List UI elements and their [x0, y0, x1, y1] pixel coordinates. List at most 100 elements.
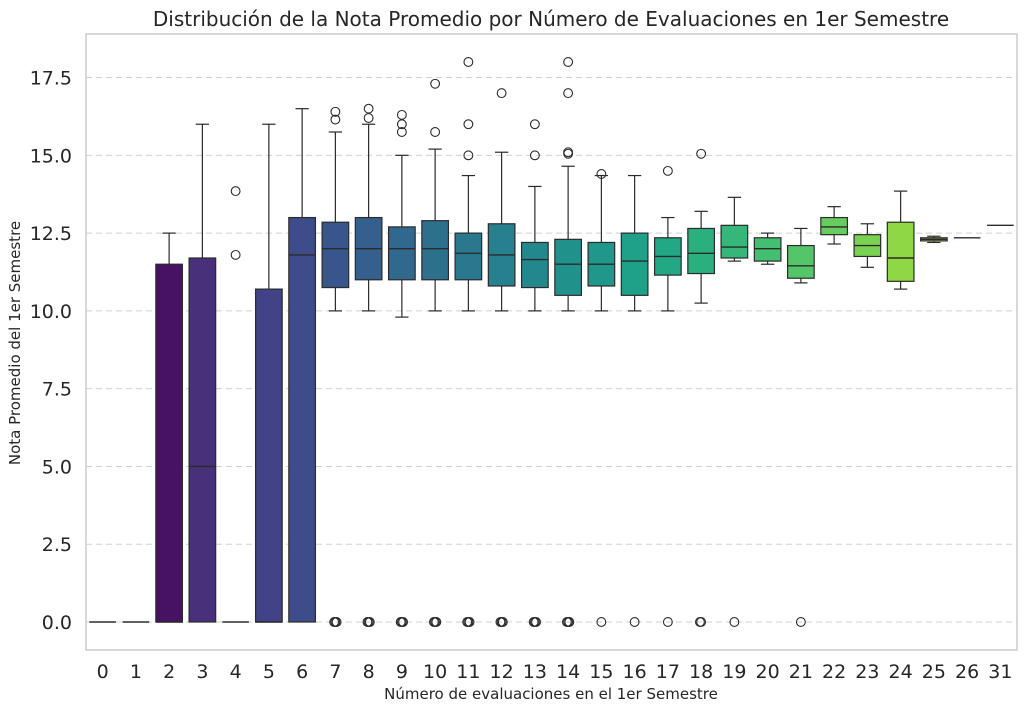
box-iqr — [554, 238, 583, 296]
y-tick-label: 15.0 — [30, 145, 72, 167]
y-tick-labels: 0.0 2.5 5.0 7.5 10.0 12.5 15.0 17.5 — [30, 68, 72, 634]
outlier-point — [496, 88, 507, 99]
x-tick-label: 6 — [296, 661, 308, 683]
y-tick-label: 17.5 — [30, 68, 72, 90]
outlier-point — [230, 249, 241, 260]
outlier-point — [563, 57, 574, 67]
x-tick-label: 23 — [855, 661, 879, 683]
box-group-11 — [454, 57, 483, 627]
box-iqr — [720, 224, 749, 259]
box-iqr — [687, 227, 716, 275]
box-group-9 — [387, 109, 416, 627]
box-group-23 — [853, 223, 882, 268]
box-group-24 — [886, 190, 915, 290]
outlier-point — [331, 617, 342, 627]
outlier-point — [396, 127, 407, 137]
boxes-layer — [89, 57, 1014, 627]
outlier-point — [463, 150, 474, 161]
outlier-point — [430, 78, 441, 89]
outlier-point — [729, 617, 740, 627]
y-axis-label: Nota Promedio del 1er Semestre — [6, 221, 24, 465]
x-tick-labels: 0 1 2 3 4 5 6 7 8 9 10 11 12 13 14 15 16 17 18 19 20 21 22 23 24… — [97, 661, 1013, 683]
x-tick-label: 12 — [490, 661, 514, 683]
outlier-point — [564, 617, 575, 627]
box-group-12 — [487, 88, 516, 627]
box-group-22 — [820, 206, 849, 245]
box-group-13 — [520, 119, 549, 627]
box-iqr — [254, 288, 283, 623]
y-tick-label: 7.5 — [42, 379, 72, 401]
outlier-point — [662, 165, 673, 176]
box-group-2 — [155, 232, 184, 623]
y-tick-label: 10.0 — [30, 301, 72, 323]
x-tick-label: 11 — [456, 661, 480, 683]
x-tick-label: 26 — [955, 661, 979, 683]
outlier-point — [330, 106, 341, 117]
outlier-point — [629, 617, 640, 627]
outlier-point — [696, 617, 707, 627]
box-iqr — [820, 216, 849, 236]
outlier-point — [463, 57, 474, 67]
y-tick-label: 0.0 — [42, 612, 72, 634]
x-tick-label: 2 — [163, 661, 175, 683]
outlier-point — [696, 148, 707, 159]
box-iqr — [454, 232, 483, 281]
x-tick-label: 5 — [263, 661, 275, 683]
box-iqr — [188, 257, 217, 623]
box-iqr — [321, 221, 350, 289]
outlier-point — [531, 617, 542, 627]
box-iqr — [288, 216, 317, 623]
y-tick-label: 2.5 — [42, 534, 72, 556]
outlier-point — [230, 186, 241, 197]
box-group-25 — [919, 235, 948, 244]
box-group-6 — [288, 108, 317, 623]
box-group-20 — [753, 232, 782, 265]
box-group-17 — [653, 165, 682, 627]
outlier-point — [563, 88, 574, 99]
outlier-point — [398, 617, 409, 627]
box-group-19 — [720, 196, 749, 627]
box-group-7 — [321, 106, 350, 627]
x-tick-label: 8 — [363, 661, 375, 683]
x-tick-label: 21 — [789, 661, 813, 683]
outlier-point — [795, 617, 806, 627]
x-tick-label: 1 — [130, 661, 142, 683]
box-group-18 — [687, 148, 716, 627]
plot-frame — [85, 33, 1018, 651]
outlier-point — [363, 113, 374, 123]
box-iqr — [387, 226, 416, 281]
x-tick-label: 19 — [722, 661, 746, 683]
box-group-16 — [620, 174, 649, 627]
outlier-point — [396, 109, 407, 120]
x-tick-label: 25 — [922, 661, 946, 683]
outlier-point — [497, 617, 508, 627]
box-group-21 — [786, 227, 815, 627]
x-tick-label: 22 — [822, 661, 846, 683]
box-iqr — [520, 241, 549, 289]
grid-lines — [86, 77, 1017, 623]
box-iqr — [421, 220, 450, 281]
box-group-4 — [222, 186, 249, 623]
box-iqr — [155, 263, 184, 623]
outlier-point — [430, 127, 441, 137]
outlier-point — [596, 617, 607, 627]
outlier-point — [463, 119, 474, 130]
box-iqr — [753, 237, 782, 262]
x-tick-label: 3 — [196, 661, 208, 683]
x-axis-label: Número de evaluaciones en el 1er Semestr… — [384, 685, 718, 703]
box-group-10 — [421, 78, 450, 627]
outlier-point — [596, 169, 607, 179]
outlier-point — [529, 150, 540, 161]
box-group-8 — [354, 103, 383, 627]
box-iqr — [620, 232, 649, 296]
x-tick-label: 16 — [623, 661, 647, 683]
outlier-point — [563, 147, 574, 158]
outlier-point — [529, 119, 540, 130]
x-tick-label: 18 — [689, 661, 713, 683]
x-tick-label: 7 — [329, 661, 341, 683]
outlier-point — [662, 617, 673, 627]
box-group-5 — [254, 123, 283, 623]
x-tick-label: 10 — [423, 661, 447, 683]
